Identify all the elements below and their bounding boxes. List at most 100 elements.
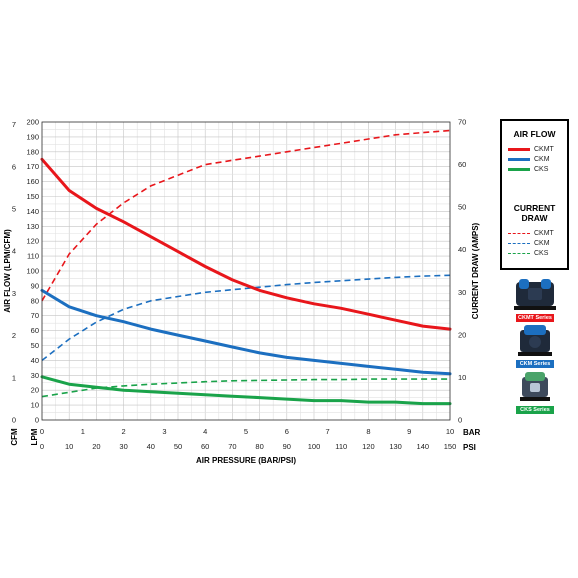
y-tick-label-amps: 50 (458, 203, 466, 212)
compressor-icon (510, 322, 560, 360)
y-tick-label-lpm: 30 (31, 371, 39, 380)
x-tick-label-bar: 9 (407, 427, 411, 436)
legend-item-ckmt-flow: CKMT (508, 145, 554, 154)
x-tick-label-psi: 40 (147, 442, 155, 451)
product-cks: CKS Series (510, 368, 560, 414)
x-tick-label-bar: 5 (244, 427, 248, 436)
y-tick-label-cfm: 6 (12, 162, 16, 171)
tick-labels: 0102030405060708090100110120130140150160… (12, 118, 466, 452)
legend-swatch (508, 242, 530, 244)
lpm-unit-label: LPM (30, 428, 39, 445)
x-tick-label-psi: 60 (201, 442, 209, 451)
psi-unit-label: PSI (463, 443, 476, 452)
x-tick-label-psi: 120 (362, 442, 375, 451)
legend-item-ckm-flow: CKM (508, 155, 550, 164)
legend-label: CKMT (534, 230, 554, 237)
x-tick-label-bar: 10 (446, 427, 454, 436)
y-tick-label-lpm: 170 (26, 162, 39, 171)
y-tick-label-cfm: 2 (12, 331, 16, 340)
y-tick-label-cfm: 5 (12, 205, 16, 214)
y-tick-label-lpm: 80 (31, 296, 39, 305)
y-axis-right-title: CURRENT DRAW (AMPS) (471, 222, 480, 319)
x-tick-label-bar: 8 (366, 427, 370, 436)
y-axis-left-title: AIR FLOW (LPM/CFM) (3, 229, 12, 313)
grid (41, 121, 451, 421)
legend-swatch (508, 147, 530, 151)
cfm-unit-label: CFM (10, 428, 19, 446)
y-tick-label-lpm: 0 (35, 416, 39, 425)
product-caption: CKM Series (516, 360, 554, 368)
legend-air-flow-title: AIR FLOW (513, 129, 556, 139)
y-tick-label-lpm: 110 (27, 252, 39, 261)
y-tick-label-lpm: 50 (31, 341, 39, 350)
air-flow-line-ckmt (40, 157, 452, 331)
current-draw-line-ckm (41, 274, 451, 362)
x-tick-label-psi: 90 (283, 442, 291, 451)
y-tick-label-lpm: 10 (31, 401, 39, 410)
y-tick-label-lpm: 70 (31, 311, 39, 320)
y-tick-label-amps: 70 (458, 118, 466, 127)
y-tick-label-amps: 10 (458, 373, 466, 382)
legend-item-ckm-draw: CKM (508, 239, 550, 248)
legend-item-ckmt-draw: CKMT (508, 229, 554, 238)
product-caption: CKS Series (516, 406, 554, 414)
legend-swatch (508, 157, 530, 161)
legend-label: CKMT (534, 146, 554, 153)
x-tick-label-psi: 0 (40, 442, 44, 451)
series-lines (40, 129, 452, 406)
x-tick-label-bar: 2 (122, 427, 126, 436)
x-tick-label-psi: 140 (417, 442, 430, 451)
product-ckmt: CKMT Series (510, 276, 560, 322)
x-tick-label-bar: 3 (162, 427, 166, 436)
legend-label: CKM (534, 240, 550, 247)
x-tick-label-psi: 80 (255, 442, 263, 451)
x-tick-label-psi: 20 (92, 442, 100, 451)
air-flow-line-ckm (40, 288, 452, 376)
y-tick-label-lpm: 200 (26, 118, 39, 127)
plot-frame (41, 121, 451, 421)
y-tick-label-cfm: 4 (12, 247, 16, 256)
y-tick-label-amps: 0 (458, 416, 462, 425)
y-tick-label-lpm: 130 (26, 222, 39, 231)
x-tick-label-psi: 10 (65, 442, 73, 451)
legend-swatch (508, 167, 530, 171)
x-axis-title: AIR PRESSURE (BAR/PSI) (196, 456, 296, 465)
legend-item-cks-flow: CKS (508, 165, 548, 174)
x-tick-label-psi: 100 (308, 442, 321, 451)
y-tick-label-cfm: 1 (12, 373, 16, 382)
y-tick-label-lpm: 190 (26, 132, 39, 141)
x-tick-label-bar: 4 (203, 427, 207, 436)
legend: AIR FLOW CKMT CKM CKS CURRENT DRAW CKMT … (500, 119, 569, 270)
x-tick-label-psi: 70 (228, 442, 236, 451)
y-tick-label-cfm: 7 (12, 120, 16, 129)
compressor-icon (510, 276, 560, 314)
y-tick-label-lpm: 140 (26, 207, 39, 216)
x-tick-label-psi: 110 (335, 442, 347, 451)
legend-label: CKM (534, 156, 550, 163)
y-tick-label-amps: 30 (458, 288, 466, 297)
y-tick-label-lpm: 180 (26, 147, 39, 156)
bar-unit-label: BAR (463, 428, 481, 437)
y-tick-label-lpm: 40 (31, 356, 39, 365)
current-draw-line-cks (41, 378, 450, 398)
y-tick-label-lpm: 150 (26, 192, 39, 201)
y-tick-label-lpm: 160 (26, 177, 39, 186)
y-tick-label-lpm: 20 (31, 386, 39, 395)
legend-item-cks-draw: CKS (508, 249, 548, 258)
y-tick-label-amps: 60 (458, 160, 466, 169)
y-tick-label-cfm: 3 (12, 289, 16, 298)
product-caption: CKMT Series (516, 314, 554, 322)
legend-swatch (508, 252, 530, 254)
x-tick-label-bar: 1 (81, 427, 85, 436)
legend-current-draw-title: CURRENT DRAW (513, 203, 556, 223)
y-tick-label-lpm: 90 (31, 281, 39, 290)
air-flow-line-cks (40, 375, 452, 406)
x-tick-label-psi: 150 (444, 442, 457, 451)
x-tick-label-psi: 50 (174, 442, 182, 451)
legend-label: CKS (534, 250, 549, 257)
legend-label: CKS (534, 166, 549, 173)
y-tick-label-cfm: 0 (12, 416, 16, 425)
x-tick-label-psi: 30 (119, 442, 127, 451)
x-tick-label-bar: 7 (326, 427, 330, 436)
